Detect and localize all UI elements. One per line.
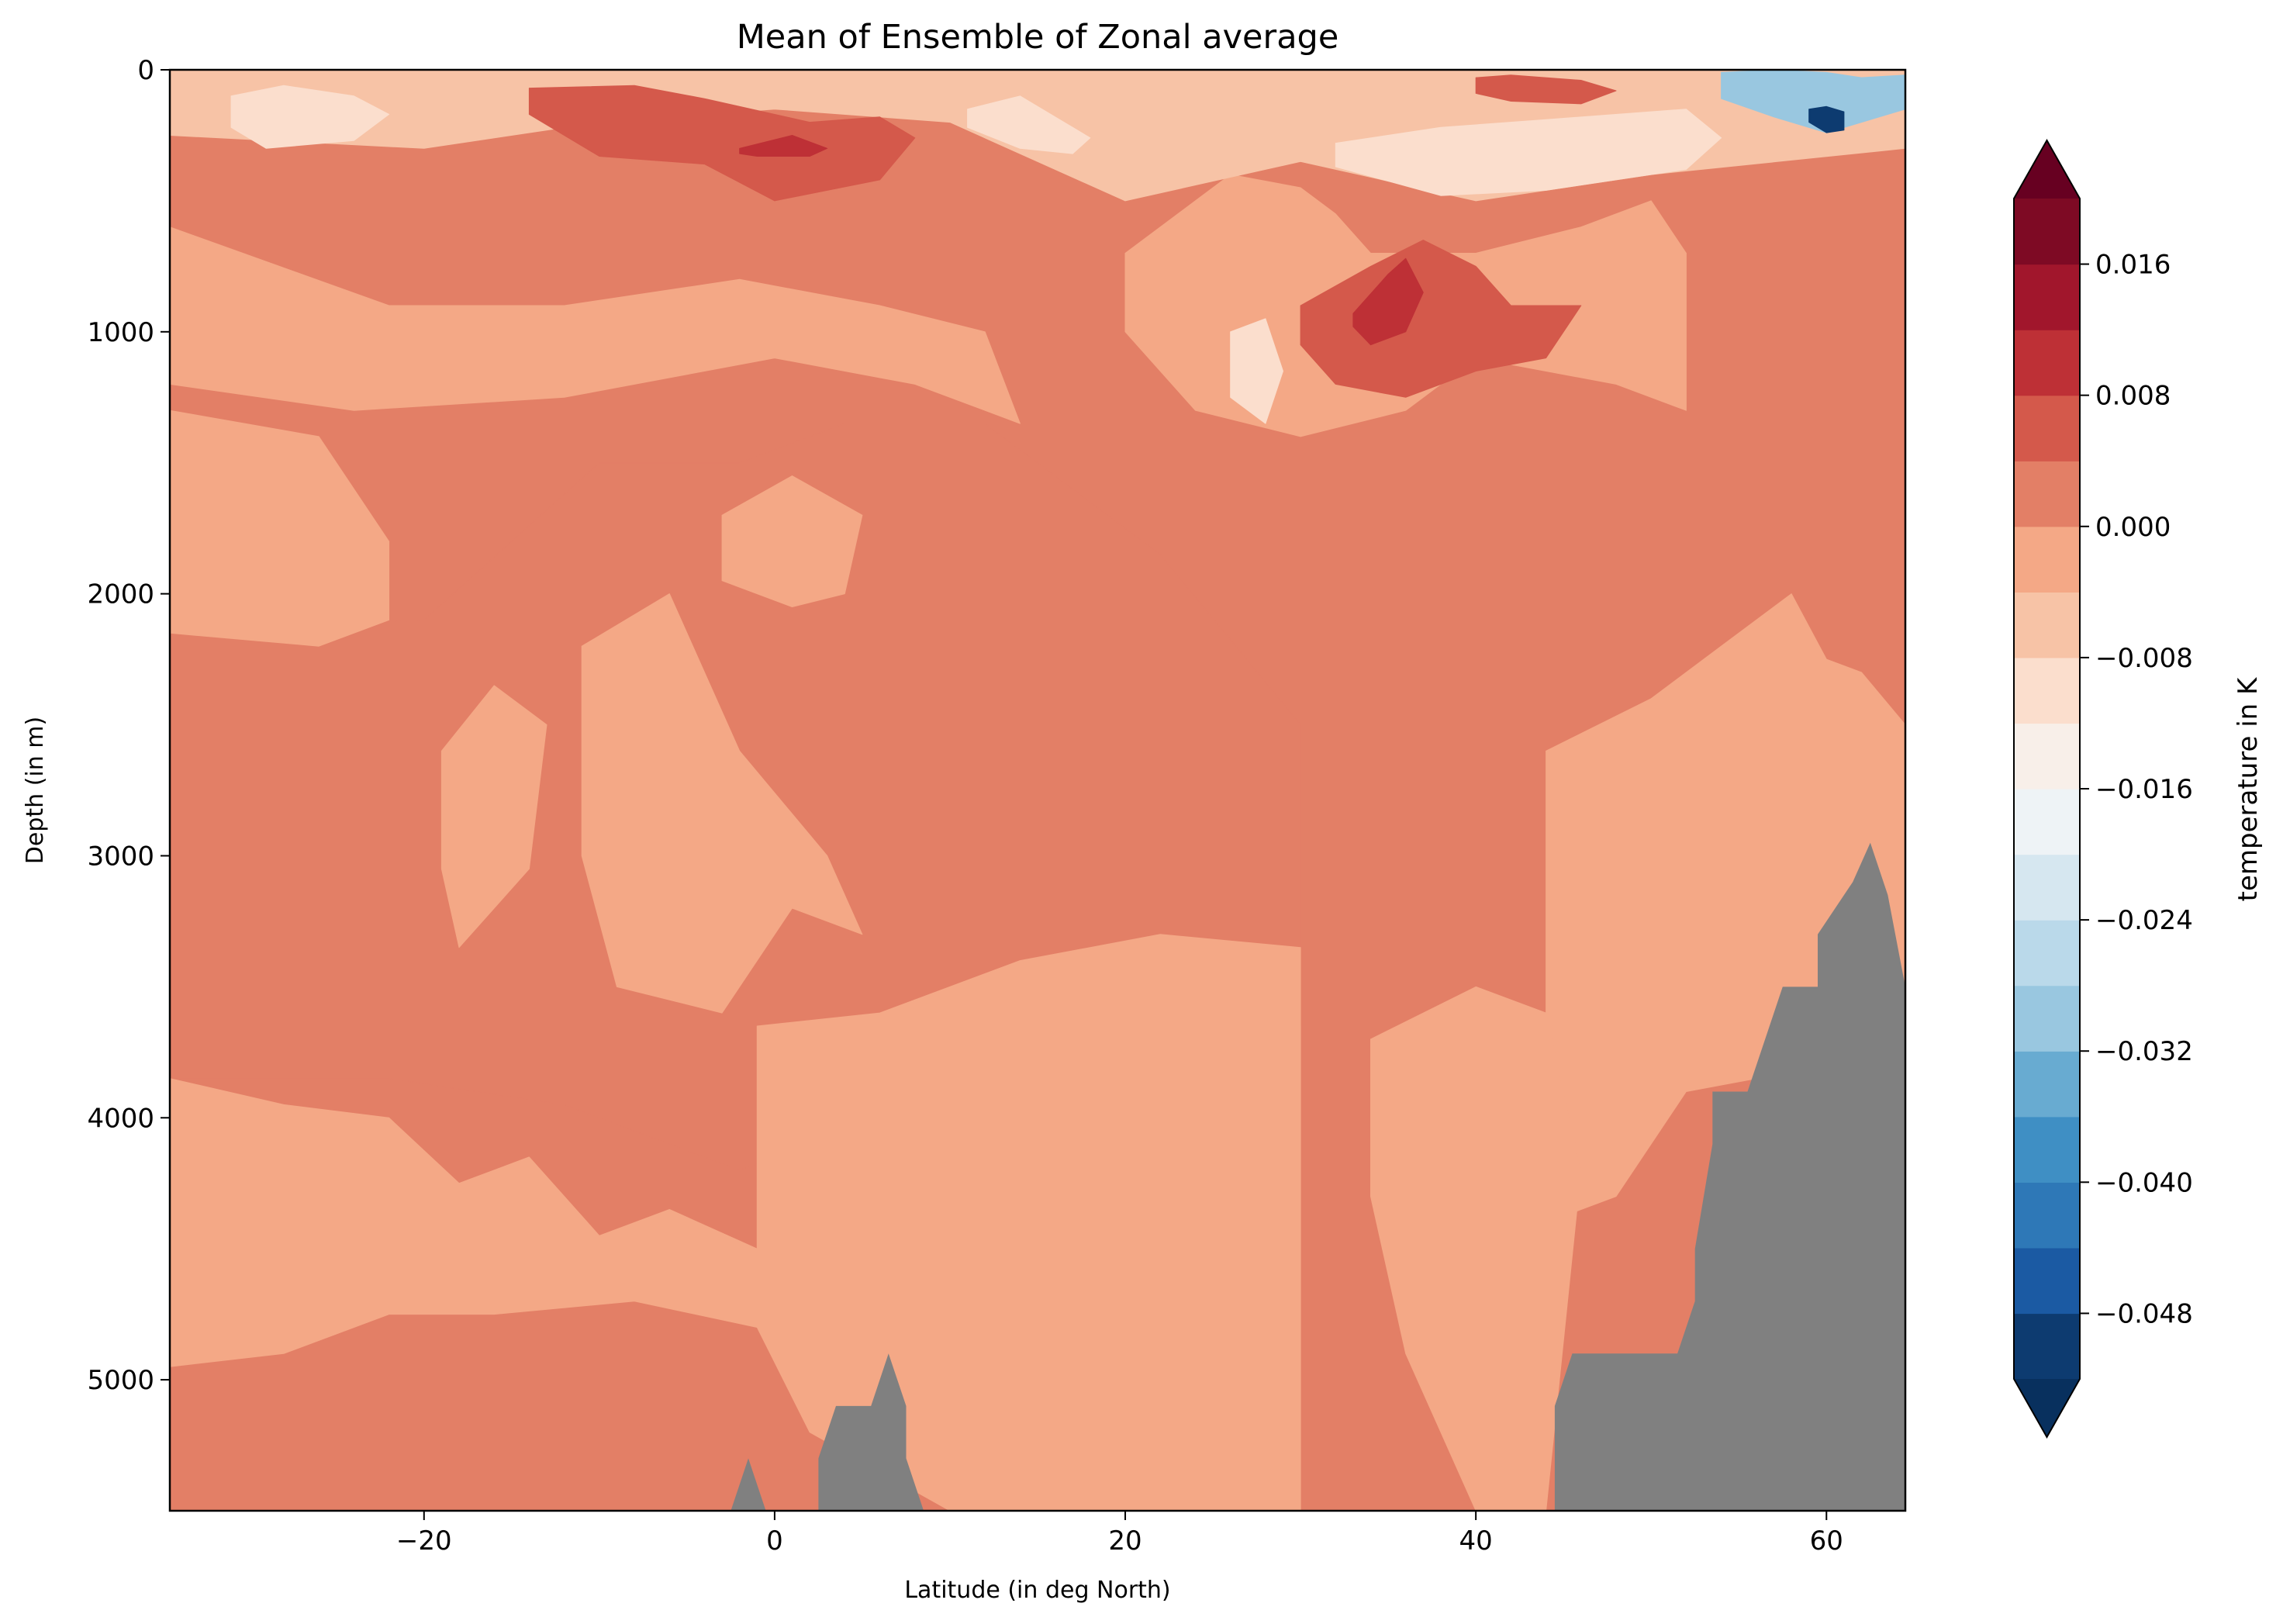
y-tick-label: 5000 <box>87 1365 154 1396</box>
colorbar-label: temperature in K <box>2233 676 2264 901</box>
plot-frame <box>168 68 1907 1512</box>
contour-region-13 <box>230 85 390 149</box>
seafloor-region-3 <box>1554 842 1905 1511</box>
y-tick-label: 0 <box>137 55 154 86</box>
colorbar-segment <box>2014 920 2080 986</box>
x-tick-label: 40 <box>1459 1526 1493 1557</box>
y-tick-label: 3000 <box>87 841 154 872</box>
seafloor-region-2 <box>818 1353 924 1511</box>
x-tick-label: 20 <box>1108 1526 1142 1557</box>
colorbar-segment <box>2014 1116 2080 1183</box>
colorbar-segment <box>2014 1313 2080 1380</box>
contour-region-11 <box>1370 986 1582 1511</box>
colorbar-tick-label: −0.040 <box>2095 1167 2193 1198</box>
colorbar-tick-label: −0.024 <box>2095 905 2193 936</box>
contour-region-16 <box>1230 318 1283 424</box>
x-tick-label: 0 <box>766 1526 783 1557</box>
contour-regions <box>170 70 1905 1511</box>
y-tick-label: 2000 <box>87 579 154 610</box>
colorbar-outline <box>2013 138 2081 1439</box>
colorbar-segment <box>2014 789 2080 855</box>
x-tick-label: −20 <box>396 1526 452 1557</box>
y-tick-label: 1000 <box>87 317 154 348</box>
colorbar-segment <box>2014 1182 2080 1249</box>
seafloor-mask <box>730 842 1905 1511</box>
contour-region-14 <box>967 95 1091 154</box>
x-axis: −20 0 20 40 60 <box>396 1511 1843 1557</box>
contour-region-23 <box>1808 105 1845 133</box>
chart-title: Mean of Ensemble of Zonal average <box>737 18 1339 57</box>
contour-region-15 <box>1335 109 1722 196</box>
colorbar-segment <box>2014 657 2080 724</box>
contour-region-17 <box>528 85 916 202</box>
x-tick-label: 60 <box>1810 1526 1843 1557</box>
y-axis: 0 1000 2000 3000 4000 5000 <box>87 55 170 1396</box>
seafloor-region-1 <box>730 1458 766 1511</box>
y-tick-label: 4000 <box>87 1103 154 1134</box>
contour-region-2 <box>170 226 1021 424</box>
colorbar-segment <box>2014 1051 2080 1118</box>
x-axis-label: Latitude (in deg North) <box>904 1577 1170 1604</box>
contour-region-8 <box>756 934 1301 1511</box>
colorbar-segment <box>2014 330 2080 396</box>
colorbar-segment <box>2014 1247 2080 1315</box>
colorbar: 0.016 0.008 0.000 −0.008 −0.016 −0.024 −0.032 −… <box>2013 138 2193 1439</box>
colorbar-segment <box>2014 526 2080 593</box>
colorbar-segment <box>2014 461 2080 527</box>
contour-region-21 <box>1352 257 1424 346</box>
colorbar-segment <box>2014 199 2080 265</box>
contour-plot-area <box>168 68 1907 1512</box>
colorbar-over-arrow <box>2014 140 2080 199</box>
colorbar-segment <box>2014 985 2080 1052</box>
colorbar-under-arrow <box>2014 1379 2080 1437</box>
y-axis-label: Depth (in m) <box>22 717 49 864</box>
colorbar-segment <box>2014 723 2080 790</box>
colorbar-tick-label: 0.016 <box>2095 250 2171 281</box>
contour-region-10 <box>1546 593 1905 1223</box>
colorbar-tick-label: −0.016 <box>2095 774 2193 805</box>
colorbar-tick-label: −0.032 <box>2095 1036 2193 1067</box>
colorbar-tick-label: 0.000 <box>2095 512 2171 543</box>
contour-region-3 <box>170 409 390 647</box>
colorbar-tick-label: 0.008 <box>2095 381 2171 412</box>
contour-region-22 <box>1721 70 1905 133</box>
contour-region-19 <box>1300 240 1582 398</box>
contour-region-6 <box>721 475 863 607</box>
colorbar-segment <box>2014 395 2080 461</box>
colorbar-tick-label: −0.048 <box>2095 1298 2193 1329</box>
contour-region-5 <box>581 593 863 1014</box>
colorbar-segment <box>2014 854 2080 921</box>
colorbar-segment <box>2014 592 2080 658</box>
contour-region-4 <box>440 685 547 948</box>
contour-region-20 <box>739 135 828 157</box>
colorbar-segment <box>2014 264 2080 330</box>
contour-region-18 <box>1475 74 1617 105</box>
colorbar-tick-label: −0.008 <box>2095 643 2193 674</box>
